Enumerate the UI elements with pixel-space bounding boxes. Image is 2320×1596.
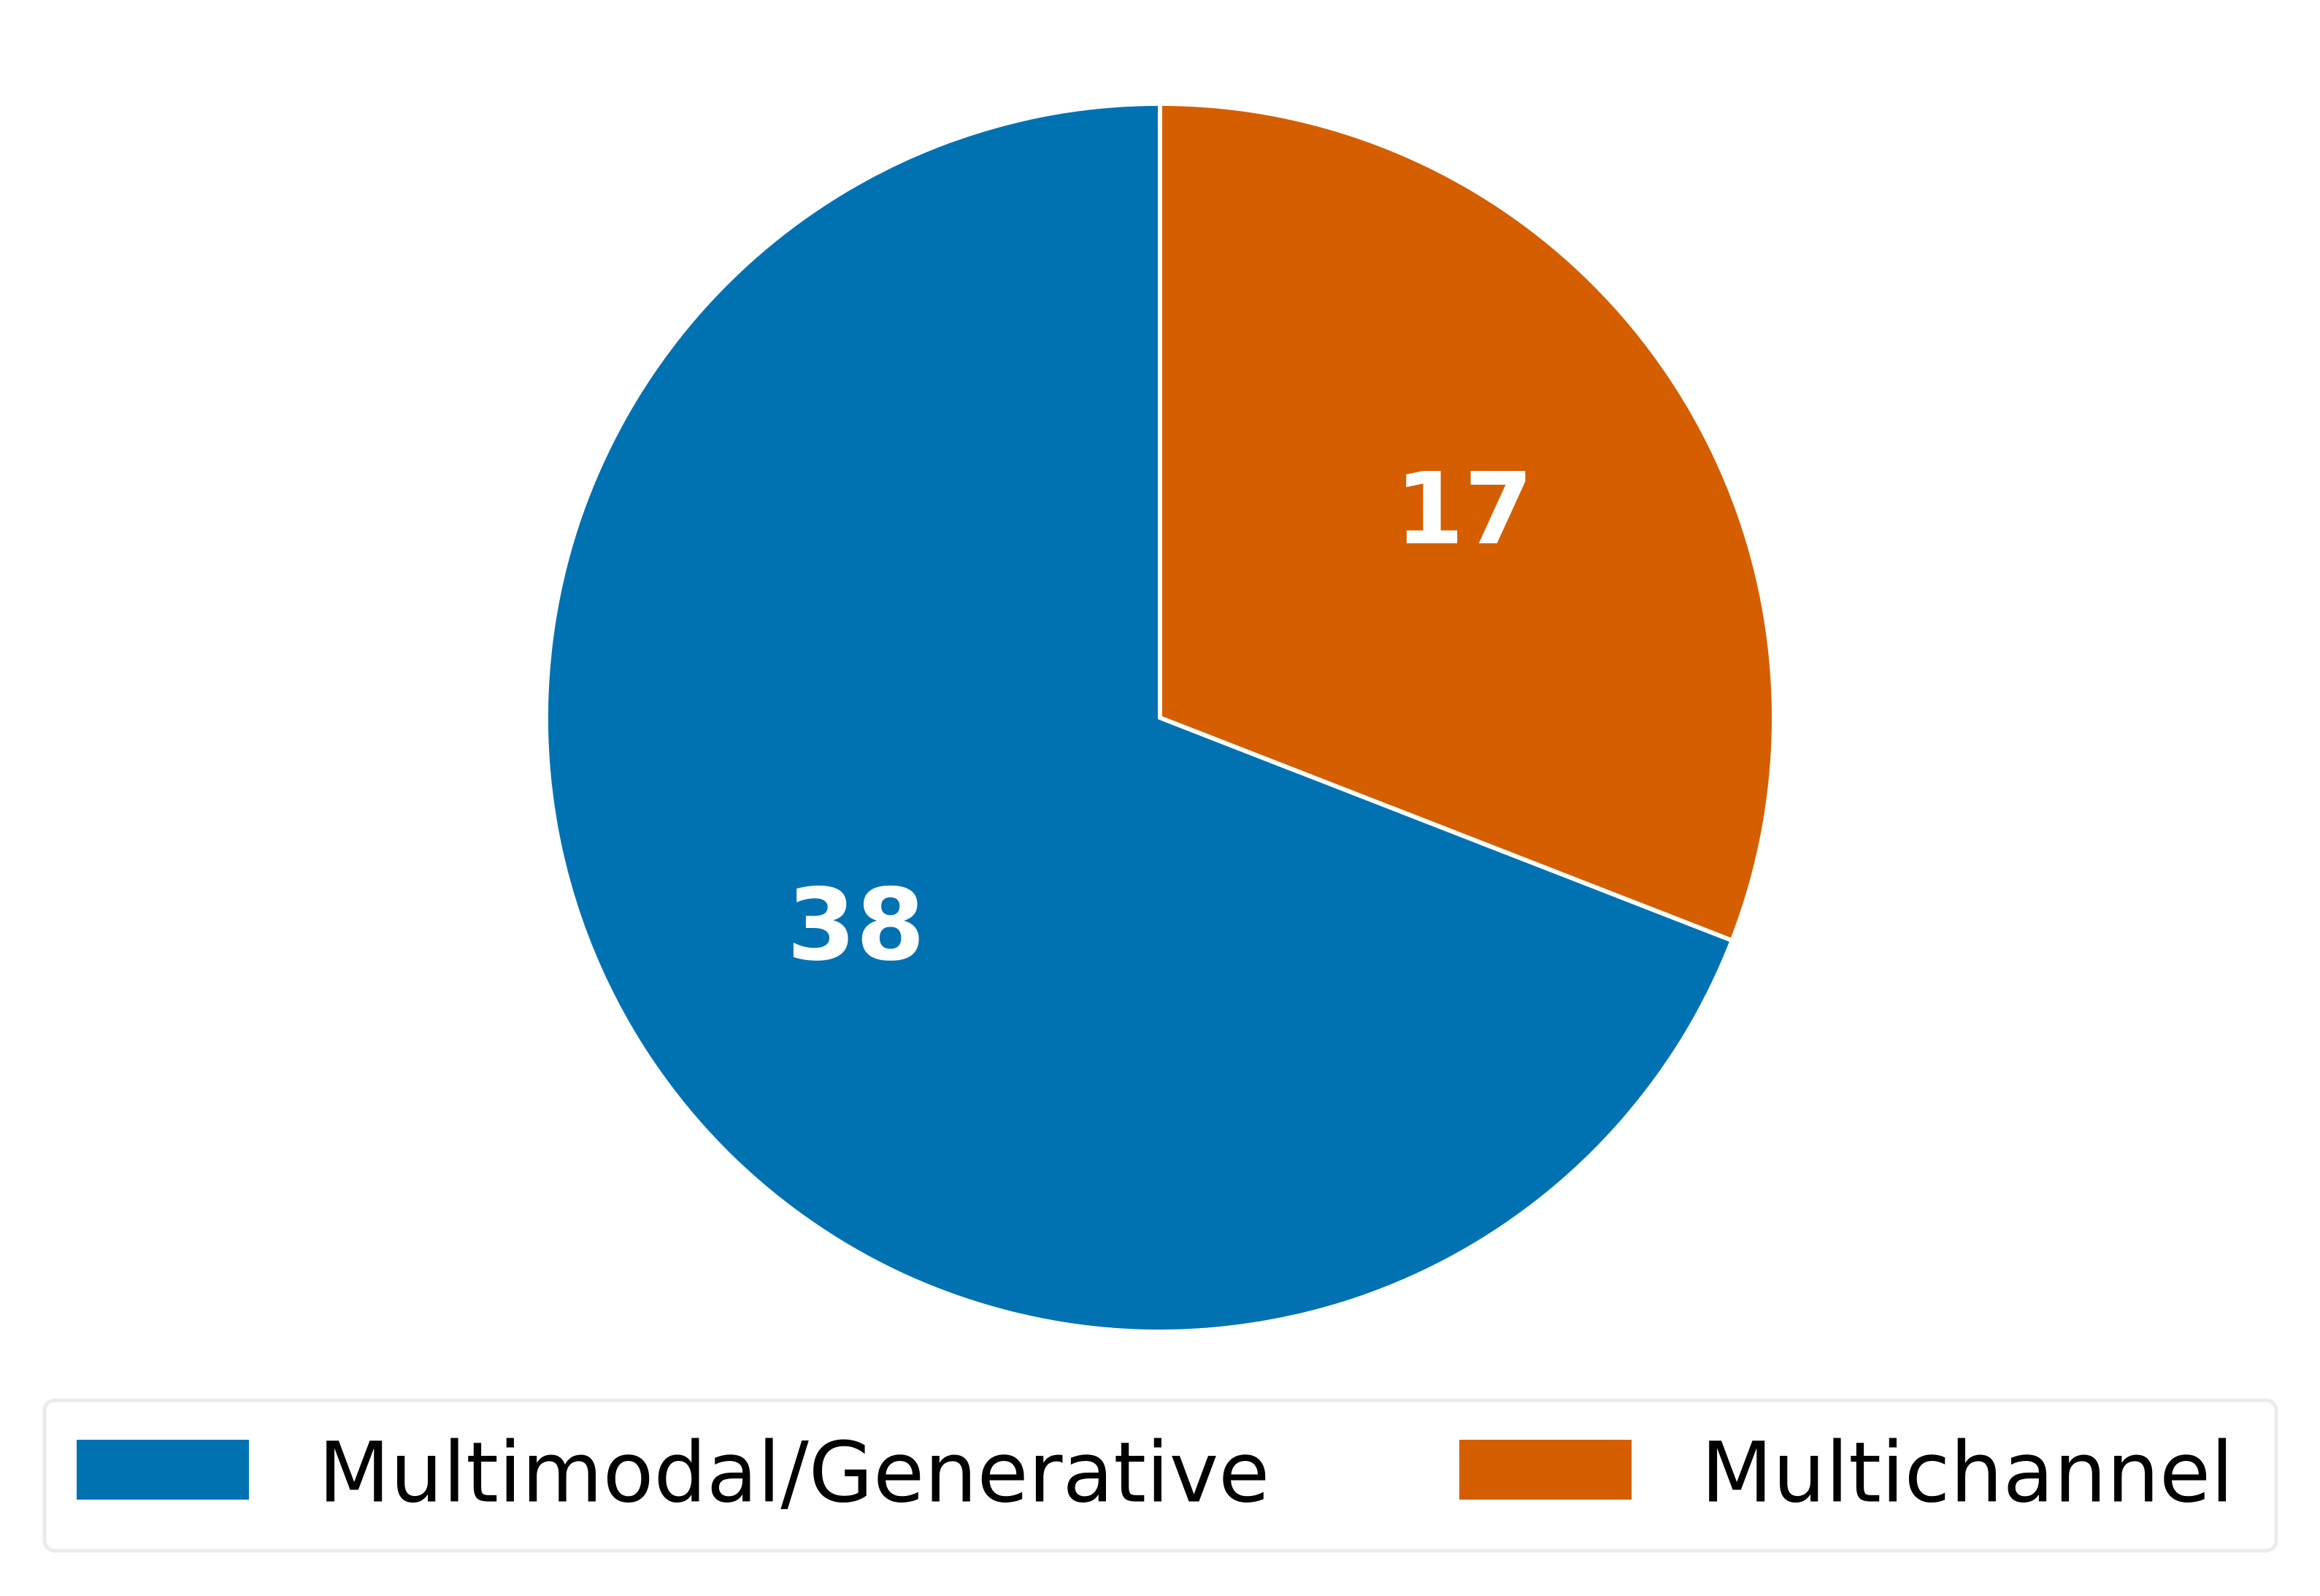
pie: 38 17 xyxy=(544,101,1777,1334)
legend-frame xyxy=(42,1398,2278,1553)
legend-swatch xyxy=(77,1440,249,1500)
legend-swatch xyxy=(1459,1440,1632,1500)
slice-label: 17 xyxy=(1395,452,1533,567)
legend-label: Multichannel xyxy=(1701,1424,2234,1522)
pie-slice xyxy=(544,101,1735,1334)
slice-label: 38 xyxy=(787,868,925,983)
pie-slice xyxy=(1158,101,1777,943)
legend-label: Multimodal/Generative xyxy=(318,1424,1270,1522)
legend: Multimodal/Generative Multichannel xyxy=(42,1398,2278,1553)
